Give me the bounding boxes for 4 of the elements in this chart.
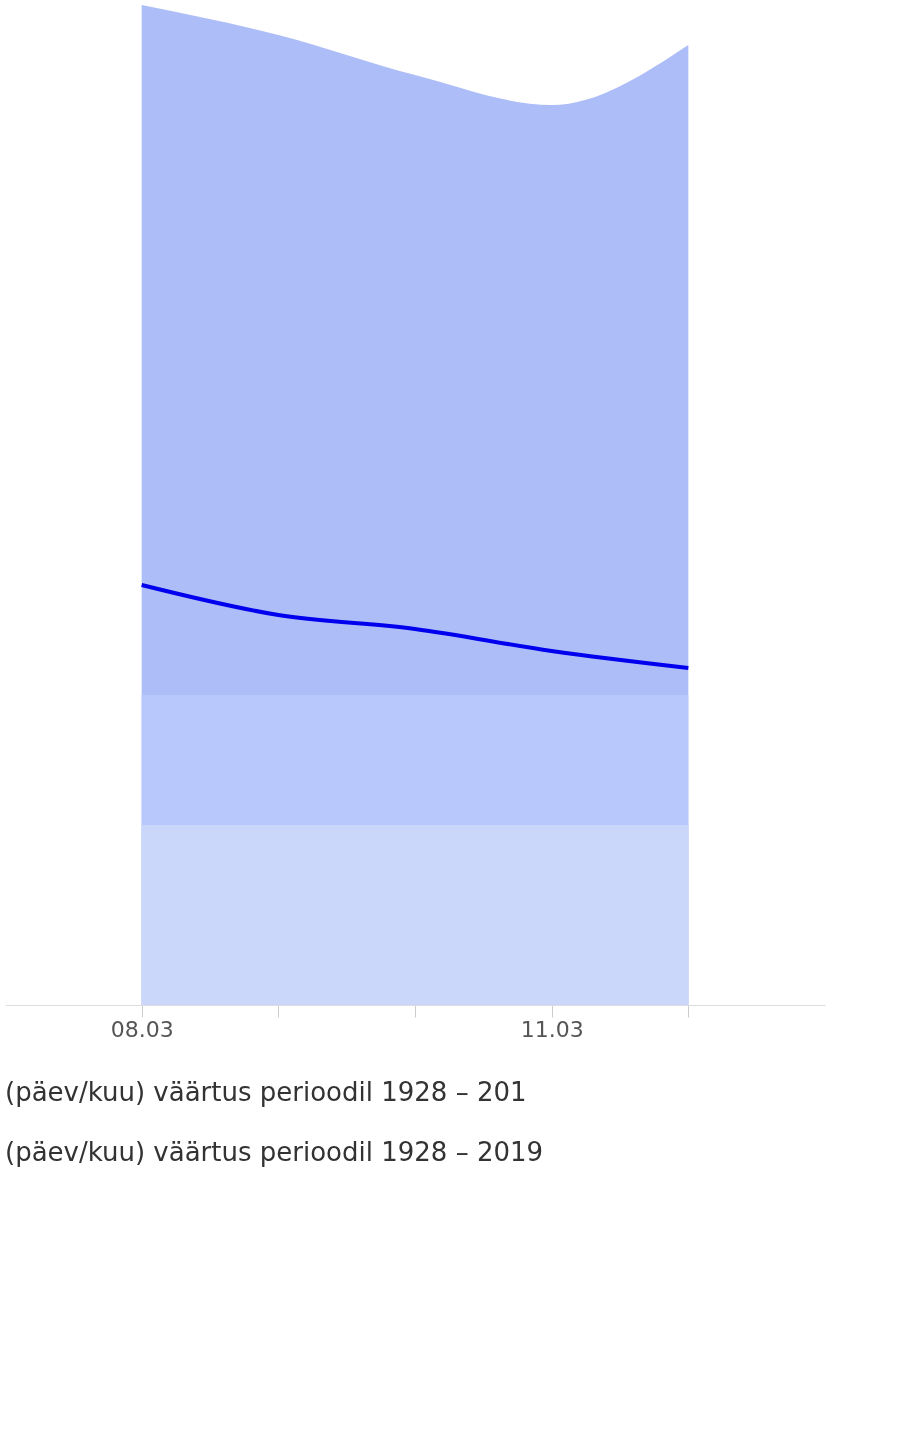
text: (päev/kuu) väärtus perioodil 1928 – 201 <box>5 1077 527 1107</box>
x-tick-label: 11.03 <box>520 1016 584 1042</box>
x-tick-label: 08.03 <box>110 1016 174 1042</box>
text: (päev/kuu) väärtus perioodil 1928 – 2019 <box>5 1137 544 1167</box>
